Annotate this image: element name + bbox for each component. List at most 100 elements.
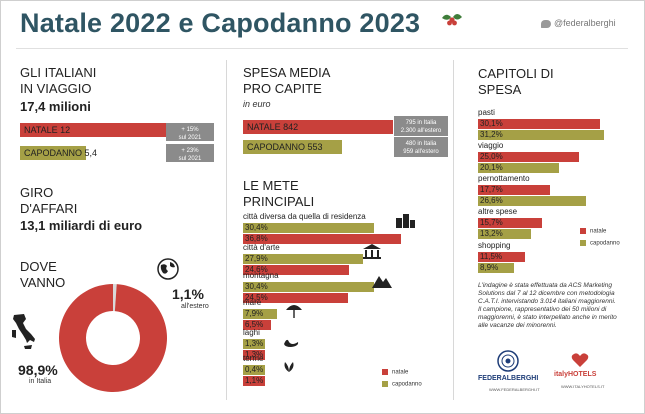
capitoli-category-label: pasti — [478, 108, 495, 117]
capitoli-category-label: altre spese — [478, 207, 518, 216]
federalberghi-logo: FEDERALBERGHI — [478, 375, 539, 382]
methodology-note: L'indagine è stata effettuata da ACS Mar… — [478, 282, 628, 330]
spesa-capodanno-note-2: 959 all'estero — [403, 149, 439, 155]
monument-icon — [363, 244, 381, 259]
dove-estero-value: 1,1% — [172, 286, 204, 302]
spesa-natale-label: NATALE 842 — [247, 122, 299, 132]
mete-heading-1: LE METE — [243, 178, 299, 193]
mete-capodanno-bar: 24,6% — [243, 265, 349, 275]
legend-swatch-capodanno — [580, 240, 586, 246]
capitoli-heading-1: CAPITOLI DI — [478, 66, 554, 81]
column-divider-1 — [226, 60, 227, 400]
mete-natale-bar: 30,4% — [243, 223, 374, 233]
umbrella-icon — [286, 305, 302, 318]
viaggio-capodanno-change: + 23% sul 2021 — [166, 144, 214, 162]
spa-icon — [284, 362, 294, 372]
swan-icon — [284, 339, 299, 347]
donut-slice-estero — [113, 284, 117, 312]
spesa-capodanno-bar: CAPODANNO 553 — [243, 140, 342, 154]
mete-legend-natale-text: natale — [392, 369, 409, 376]
mete-natale-bar: 27,9% — [243, 254, 363, 264]
methodology-note-p1: L'indagine è stata effettuata da ACS Mar… — [478, 282, 616, 305]
capitoli-category-label: viaggio — [478, 141, 504, 150]
twitter-handle[interactable]: @federalberghi — [541, 18, 616, 28]
federalberghi-url: WWW.FEDERALBERGHI.IT — [489, 387, 540, 392]
capitoli-capodanno-bar: 26,6% — [478, 196, 586, 206]
viaggio-heading-2: IN VIAGGIO — [20, 81, 92, 96]
mete-capodanno-bar: 1,1% — [243, 376, 265, 386]
affari-heading-2: D'AFFARI — [20, 201, 78, 216]
twitter-handle-text: @federalberghi — [554, 18, 616, 28]
legend-swatch-natale — [382, 369, 388, 375]
mete-legend-capodanno-text: capodanno — [392, 381, 422, 388]
mete-natale-bar: 1,3% — [243, 339, 265, 349]
mete-capodanno-bar: 6,5% — [243, 320, 271, 330]
capitoli-natale-bar: 25,0% — [478, 152, 580, 162]
spesa-capodanno-note: 480 in Italia 959 all'estero — [394, 137, 448, 157]
viaggio-natale-change-2: sul 2021 — [178, 135, 202, 141]
viaggio-capodanno-change-1: + 23% — [181, 148, 199, 154]
mete-capodanno-bar: 36,8% — [243, 234, 402, 244]
capitoli-heading-2: SPESA — [478, 82, 522, 97]
mete-category-label: laghi — [243, 328, 260, 337]
spesa-heading-1: SPESA MEDIA — [243, 65, 331, 80]
viaggio-capodanno-label: CAPODANNO 5,4 — [24, 148, 98, 158]
mete-natale-bar: 0,4% — [243, 365, 265, 375]
dove-italia-value: 98,9% — [18, 362, 58, 378]
legend-swatch-capodanno — [382, 381, 388, 387]
mete-natale-bar: 30,4% — [243, 282, 374, 292]
city-icon — [396, 214, 415, 228]
capitoli-legend-capodanno: capodanno — [580, 240, 620, 247]
capitoli-category-label: shopping — [478, 241, 511, 250]
viaggio-total: 17,4 milioni — [20, 99, 91, 114]
capitoli-natale-bar: 15,7% — [478, 218, 542, 228]
dove-donut-chart — [59, 284, 168, 392]
capitoli-capodanno-bar: 8,9% — [478, 263, 515, 273]
capitoli-capodanno-bar: 13,2% — [478, 229, 532, 239]
dove-estero-label: all'estero — [181, 303, 209, 310]
spesa-natale-note-2: 2.300 all'estero — [400, 128, 442, 134]
mete-legend-natale: natale — [382, 369, 408, 376]
mete-category-label: mare — [243, 298, 262, 307]
spesa-heading-2: PRO CAPITE — [243, 81, 322, 96]
spesa-natale-note: 795 in Italia 2.300 all'estero — [394, 116, 448, 136]
capitoli-natale-bar: 30,1% — [478, 119, 600, 129]
methodology-note-p2: Il campione, rappresentativo dei 50 mili… — [478, 306, 617, 329]
spesa-natale-note-1: 795 in Italia — [405, 120, 437, 126]
globe-icon — [157, 258, 179, 280]
spesa-natale-bar: NATALE 842 — [243, 120, 393, 134]
mete-capodanno-bar: 1,3% — [243, 350, 265, 360]
mountain-icon — [372, 276, 392, 288]
viaggio-natale-change: + 15% sul 2021 — [166, 123, 214, 141]
page-title: Natale 2022 e Capodanno 2023 — [20, 8, 421, 38]
spesa-capodanno-label: CAPODANNO 553 — [247, 142, 323, 152]
header-divider — [16, 48, 628, 49]
mete-natale-bar: 7,9% — [243, 309, 277, 319]
affari-total: 13,1 miliardi di euro — [20, 218, 143, 233]
capitoli-legend-capodanno-text: capodanno — [590, 240, 620, 247]
viaggio-capodanno-bar: CAPODANNO 5,4 — [20, 146, 97, 160]
dove-heading-2: VANNO — [20, 275, 66, 290]
mete-category-label: città diversa da quella di residenza — [243, 212, 366, 221]
dove-italia-label: in Italia — [29, 378, 52, 385]
capitoli-legend-natale: natale — [580, 228, 606, 235]
capitoli-category-label: pernottamento — [478, 174, 530, 183]
viaggio-heading-1: GLI ITALIANI — [20, 65, 97, 80]
italy-map-icon — [12, 314, 35, 349]
holly-icon — [442, 14, 462, 26]
mete-heading-2: PRINCIPALI — [243, 194, 315, 209]
mete-category-label: città d'arte — [243, 243, 280, 252]
italyhotels-logo: italyHOTELS — [554, 371, 597, 378]
italyhotels-url: WWW.ITALYHOTELS.IT — [561, 384, 605, 389]
mete-category-label: montagna — [243, 271, 279, 280]
federalberghi-logo-icon — [497, 350, 519, 372]
spesa-capodanno-note-1: 480 in Italia — [405, 141, 437, 147]
mete-capodanno-bar: 24,5% — [243, 293, 349, 303]
dove-heading-1: DOVE — [20, 259, 57, 274]
viaggio-natale-label: NATALE 12 — [24, 125, 71, 135]
capitoli-capodanno-bar: 31,2% — [478, 130, 605, 140]
donut-slice-italia — [59, 284, 168, 392]
mete-category-label: terme — [243, 354, 264, 363]
viaggio-capodanno-change-2: sul 2021 — [178, 156, 202, 162]
legend-swatch-natale — [580, 228, 586, 234]
